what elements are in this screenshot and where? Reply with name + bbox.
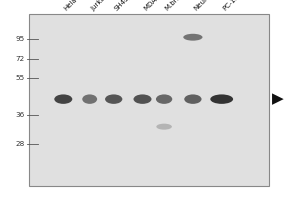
Ellipse shape — [134, 94, 152, 104]
Text: Hela: Hela — [63, 0, 79, 12]
Text: MDA-MB-453: MDA-MB-453 — [142, 0, 178, 12]
Text: PC-12: PC-12 — [222, 0, 240, 12]
Text: 36: 36 — [16, 112, 25, 118]
Text: ▶: ▶ — [272, 92, 283, 107]
Ellipse shape — [184, 94, 202, 104]
Text: 28: 28 — [16, 141, 25, 147]
Ellipse shape — [210, 94, 233, 104]
Ellipse shape — [105, 94, 122, 104]
Ellipse shape — [156, 94, 172, 104]
Text: SH4sy: SH4sy — [114, 0, 133, 12]
Text: Neuro-2a: Neuro-2a — [193, 0, 220, 12]
Text: Jurkat: Jurkat — [90, 0, 108, 12]
Ellipse shape — [54, 94, 72, 104]
Text: 55: 55 — [16, 75, 25, 81]
Bar — [28, 14, 268, 186]
Text: 72: 72 — [16, 56, 25, 62]
Ellipse shape — [156, 124, 172, 130]
Ellipse shape — [82, 94, 97, 104]
Text: M.brain: M.brain — [164, 0, 187, 12]
Ellipse shape — [183, 34, 202, 41]
Text: 95: 95 — [16, 36, 25, 42]
